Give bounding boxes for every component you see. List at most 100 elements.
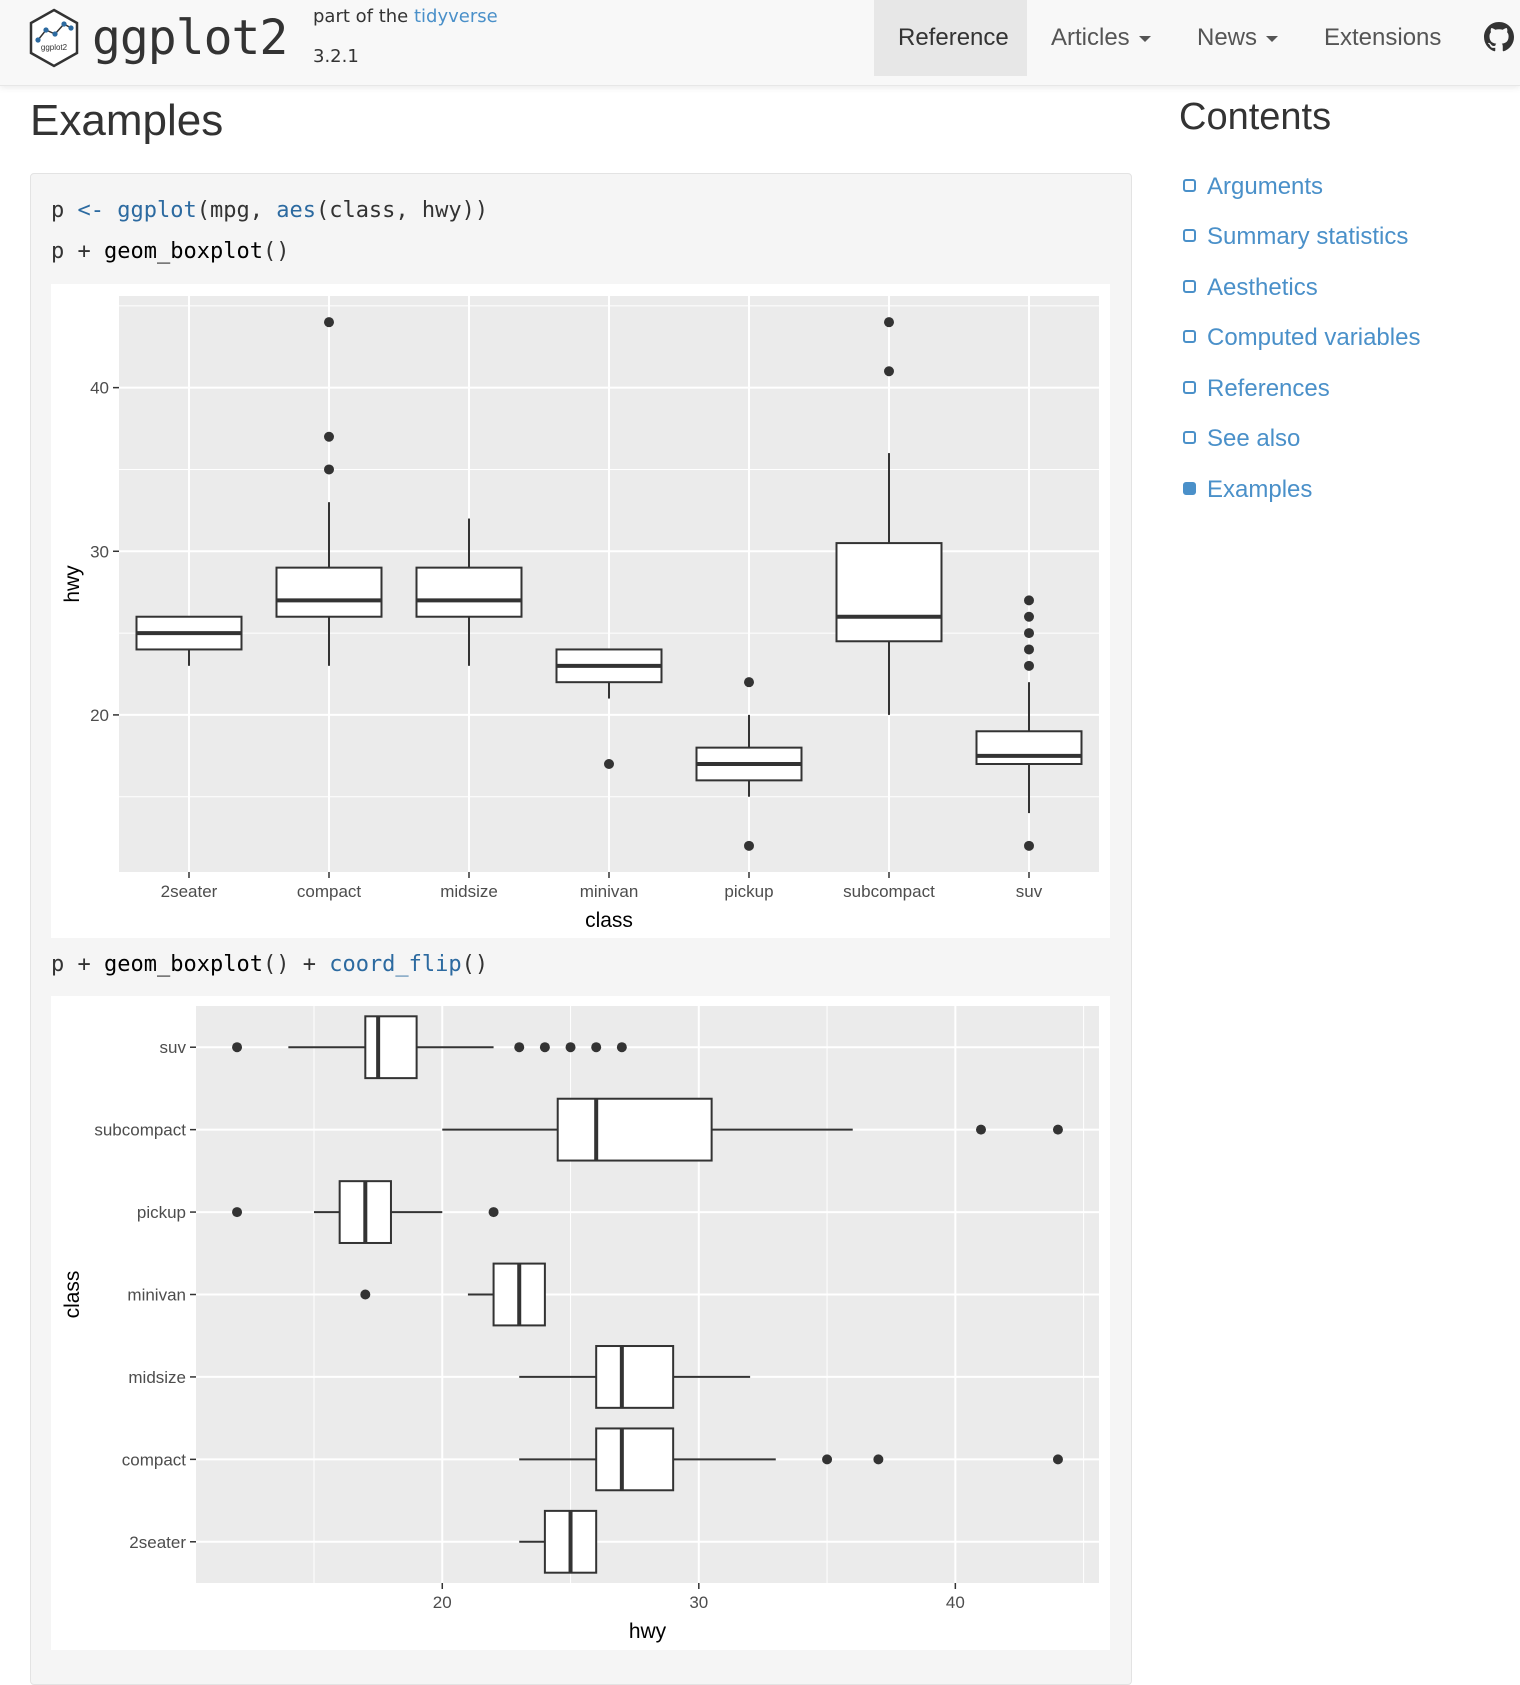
outlier-point xyxy=(539,1042,550,1053)
boxplot-vertical-figure: 2seater compact midsize minivan pickup subcom… xyxy=(51,284,1110,938)
outlier-point xyxy=(1024,611,1034,622)
version-label: 3.2.1 xyxy=(313,46,359,67)
code-link-ggplot[interactable]: ggplot xyxy=(117,198,197,223)
chevron-down-icon xyxy=(1138,35,1151,42)
x-tick-label: 2seater xyxy=(161,882,218,901)
y-axis-title: hwy xyxy=(61,565,84,603)
outlier-point xyxy=(873,1454,884,1465)
code-link-geom-boxplot[interactable]: geom_boxplot xyxy=(104,952,263,977)
outlier-point xyxy=(565,1042,576,1053)
box-suv xyxy=(364,1015,418,1080)
github-icon[interactable] xyxy=(1484,22,1514,52)
outlier-point xyxy=(822,1454,833,1465)
code-link-aes[interactable]: aes xyxy=(276,198,316,223)
y-tick-label: midsize xyxy=(128,1368,186,1387)
code-link-geom-boxplot[interactable]: geom_boxplot xyxy=(104,239,263,264)
boxplot-vertical-chart: 2seater compact midsize minivan pickup subcom… xyxy=(61,296,1099,932)
y-tick-label: 40 xyxy=(90,379,109,398)
toc-item-summary-statistics[interactable]: Summary statistics xyxy=(1183,221,1408,253)
box-compact xyxy=(275,566,383,618)
logo-text: ggplot2 xyxy=(41,43,68,52)
x-tick-label: compact xyxy=(297,882,362,901)
page-title: Examples xyxy=(30,96,224,145)
y-tick-label: 20 xyxy=(90,706,109,725)
code-token: + xyxy=(289,952,330,977)
x-tick-label: 20 xyxy=(433,1593,452,1612)
toc-item-examples[interactable]: Examples xyxy=(1183,474,1312,506)
y-tick-label: minivan xyxy=(127,1286,186,1305)
x-axis-title: hwy xyxy=(629,1620,667,1643)
x-tick-label: suv xyxy=(1016,882,1043,901)
toc-bullet-icon xyxy=(1183,431,1196,445)
outlier-point xyxy=(514,1042,525,1053)
nav-news[interactable]: News xyxy=(1173,0,1302,76)
y-tick-label: subcompact xyxy=(94,1121,186,1140)
boxplot-horizontal-chart: 2seater compact midsize minivan pickup subcom… xyxy=(61,1006,1099,1643)
nav-news-label: News xyxy=(1197,24,1258,51)
tidyverse-link[interactable]: tidyverse xyxy=(413,6,498,27)
toc-item-arguments[interactable]: Arguments xyxy=(1183,171,1323,203)
nav-articles[interactable]: Articles xyxy=(1027,0,1175,76)
outlier-point xyxy=(232,1207,243,1218)
part-of-text: part of the tidyverse xyxy=(313,6,498,27)
box-suv xyxy=(975,730,1083,766)
code-token: () xyxy=(461,952,489,977)
navbar: ggplot2 ggplot2 part of the tidyverse 3.… xyxy=(0,0,1520,86)
outlier-point xyxy=(1024,595,1034,606)
box-subcompact xyxy=(835,542,943,643)
code-line-2: p + geom_boxplot() xyxy=(51,239,289,264)
code-line-1: p <- ggplot(mpg, aes(class, hwy)) xyxy=(51,198,488,223)
outlier-point xyxy=(616,1042,627,1053)
chevron-down-icon xyxy=(1266,35,1279,42)
boxplot-horizontal-figure: 2seater compact midsize minivan pickup subcom… xyxy=(51,996,1110,1650)
code-token: p xyxy=(51,952,65,977)
toc-item-computed-variables[interactable]: Computed variables xyxy=(1183,322,1420,354)
nav-articles-label: Articles xyxy=(1051,24,1130,51)
box-midsize xyxy=(415,566,523,618)
outlier-point xyxy=(232,1042,243,1053)
x-tick-label: minivan xyxy=(580,882,639,901)
code-token: + xyxy=(64,239,104,264)
code-token: + xyxy=(64,952,104,977)
outlier-point xyxy=(1024,840,1034,851)
toc-item-label: See also xyxy=(1207,425,1301,452)
nav-extensions[interactable]: Extensions xyxy=(1300,0,1465,76)
outlier-point xyxy=(604,759,614,769)
box-subcompact xyxy=(556,1097,713,1162)
toc-bullet-icon xyxy=(1183,330,1196,344)
ggplot2-logo[interactable]: ggplot2 xyxy=(28,8,80,68)
x-tick-label: 30 xyxy=(689,1593,708,1612)
x-tick-label: pickup xyxy=(724,882,773,901)
outlier-point xyxy=(324,431,334,442)
box-compact xyxy=(595,1427,675,1492)
code-token: (class, hwy)) xyxy=(315,198,489,223)
toc-item-label: Summary statistics xyxy=(1207,223,1409,250)
toc-item-see-also[interactable]: See also xyxy=(1183,423,1300,455)
code-token: p xyxy=(51,239,65,264)
outlier-point xyxy=(488,1207,499,1218)
box-midsize xyxy=(595,1345,675,1409)
code-link-coord-flip[interactable]: coord_flip xyxy=(329,952,462,977)
outlier-point xyxy=(591,1042,602,1053)
toc-bullet-icon xyxy=(1183,280,1196,294)
outlier-point xyxy=(1024,660,1034,671)
toc-bullet-icon xyxy=(1183,179,1196,193)
toc-item-label: Computed variables xyxy=(1207,324,1421,351)
x-tick-label: midsize xyxy=(440,882,498,901)
toc-item-label: Arguments xyxy=(1207,173,1324,200)
y-tick-label: 2seater xyxy=(129,1533,186,1552)
toc-item-label: Examples xyxy=(1207,476,1313,503)
x-axis-title: class xyxy=(585,909,633,932)
brand-title[interactable]: ggplot2 xyxy=(92,10,288,66)
toc-item-aesthetics[interactable]: Aesthetics xyxy=(1183,272,1318,304)
outlier-point xyxy=(1052,1454,1063,1465)
code-line-3: p + geom_boxplot() + coord_flip() xyxy=(51,952,488,977)
toc-item-references[interactable]: References xyxy=(1183,373,1330,405)
nav-reference[interactable]: Reference xyxy=(874,0,1027,76)
toc-item-label: Aesthetics xyxy=(1207,274,1318,301)
part-of-prefix: part of the xyxy=(313,6,414,27)
y-tick-label: pickup xyxy=(137,1203,186,1222)
toc-bullet-active-icon xyxy=(1183,482,1196,496)
y-tick-label: suv xyxy=(160,1038,187,1057)
outlier-point xyxy=(884,366,894,377)
